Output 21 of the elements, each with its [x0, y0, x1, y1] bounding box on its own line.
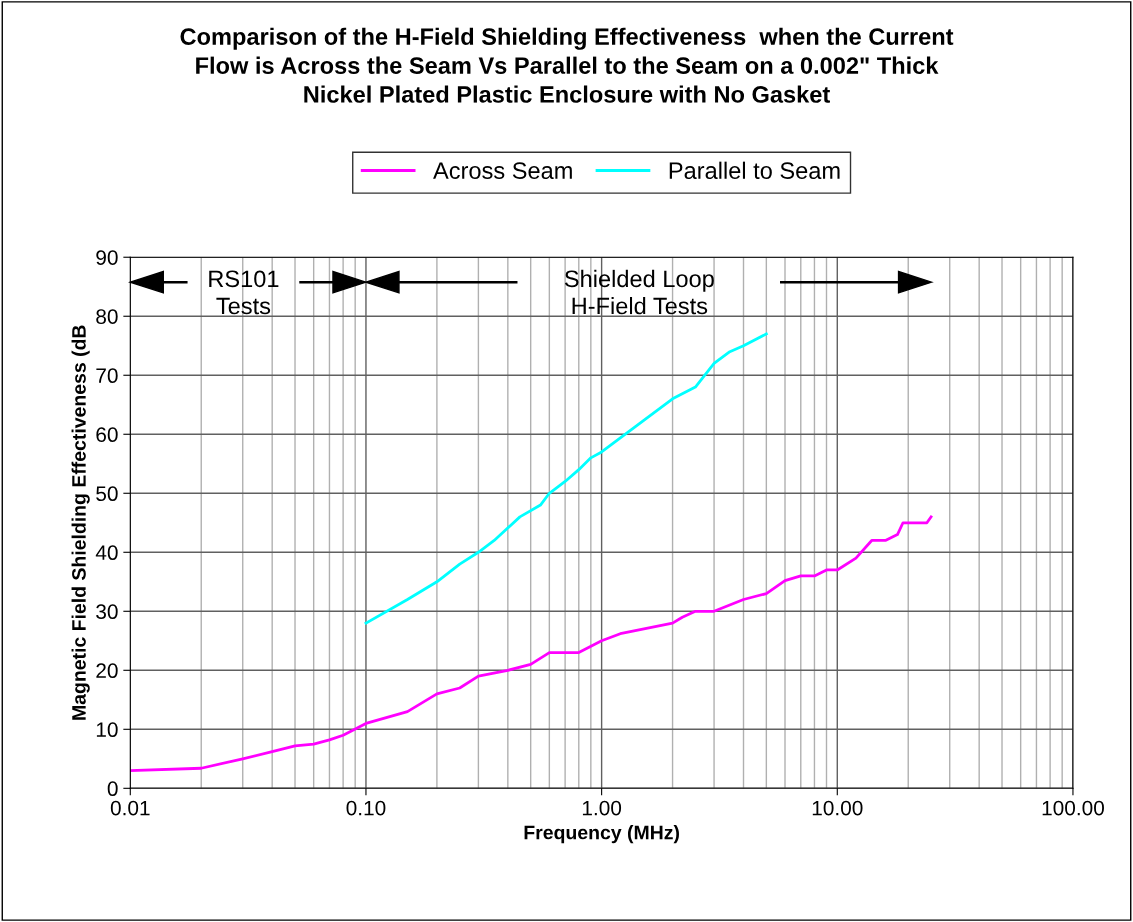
x-tick-label: 0.10	[346, 800, 386, 816]
y-tick-label: 10	[96, 722, 118, 738]
x-tick-label: 1.00	[582, 800, 622, 816]
x-tick-label: 0.01	[110, 800, 150, 816]
y-tick-label: 30	[96, 604, 118, 620]
y-tick-label: 0	[107, 781, 118, 797]
y-tick-label: 20	[96, 663, 118, 679]
y-tick-label: 90	[96, 250, 118, 265]
x-axis-title: Frequency (MHz)	[524, 825, 679, 844]
y-tick-label: 40	[95, 545, 118, 561]
x-tick-label: 10.00	[812, 800, 863, 816]
y-tick-label: 50	[96, 486, 118, 502]
y-axis-title: Magnetic Field Shielding Effectiveness (dB	[71, 325, 90, 720]
y-tick-label: 60	[96, 427, 118, 443]
chart-title: Comparison of the H-Field Shielding Effectiveness when the Current Flow is Across the Seam Vs Parallel to the Seam on a 0.002" Thick Nickel Plated Plastic Enclosure with No Gasket	[180, 27, 954, 103]
annotation: RS101 Tests	[209, 270, 279, 315]
y-tick-label: 80	[96, 309, 118, 324]
legend-label: Parallel to Seam	[669, 161, 840, 179]
legend-label: Across Seam	[433, 162, 572, 179]
y-tick-label: 70	[96, 368, 118, 384]
x-tick-label: 100.00	[1042, 800, 1104, 816]
